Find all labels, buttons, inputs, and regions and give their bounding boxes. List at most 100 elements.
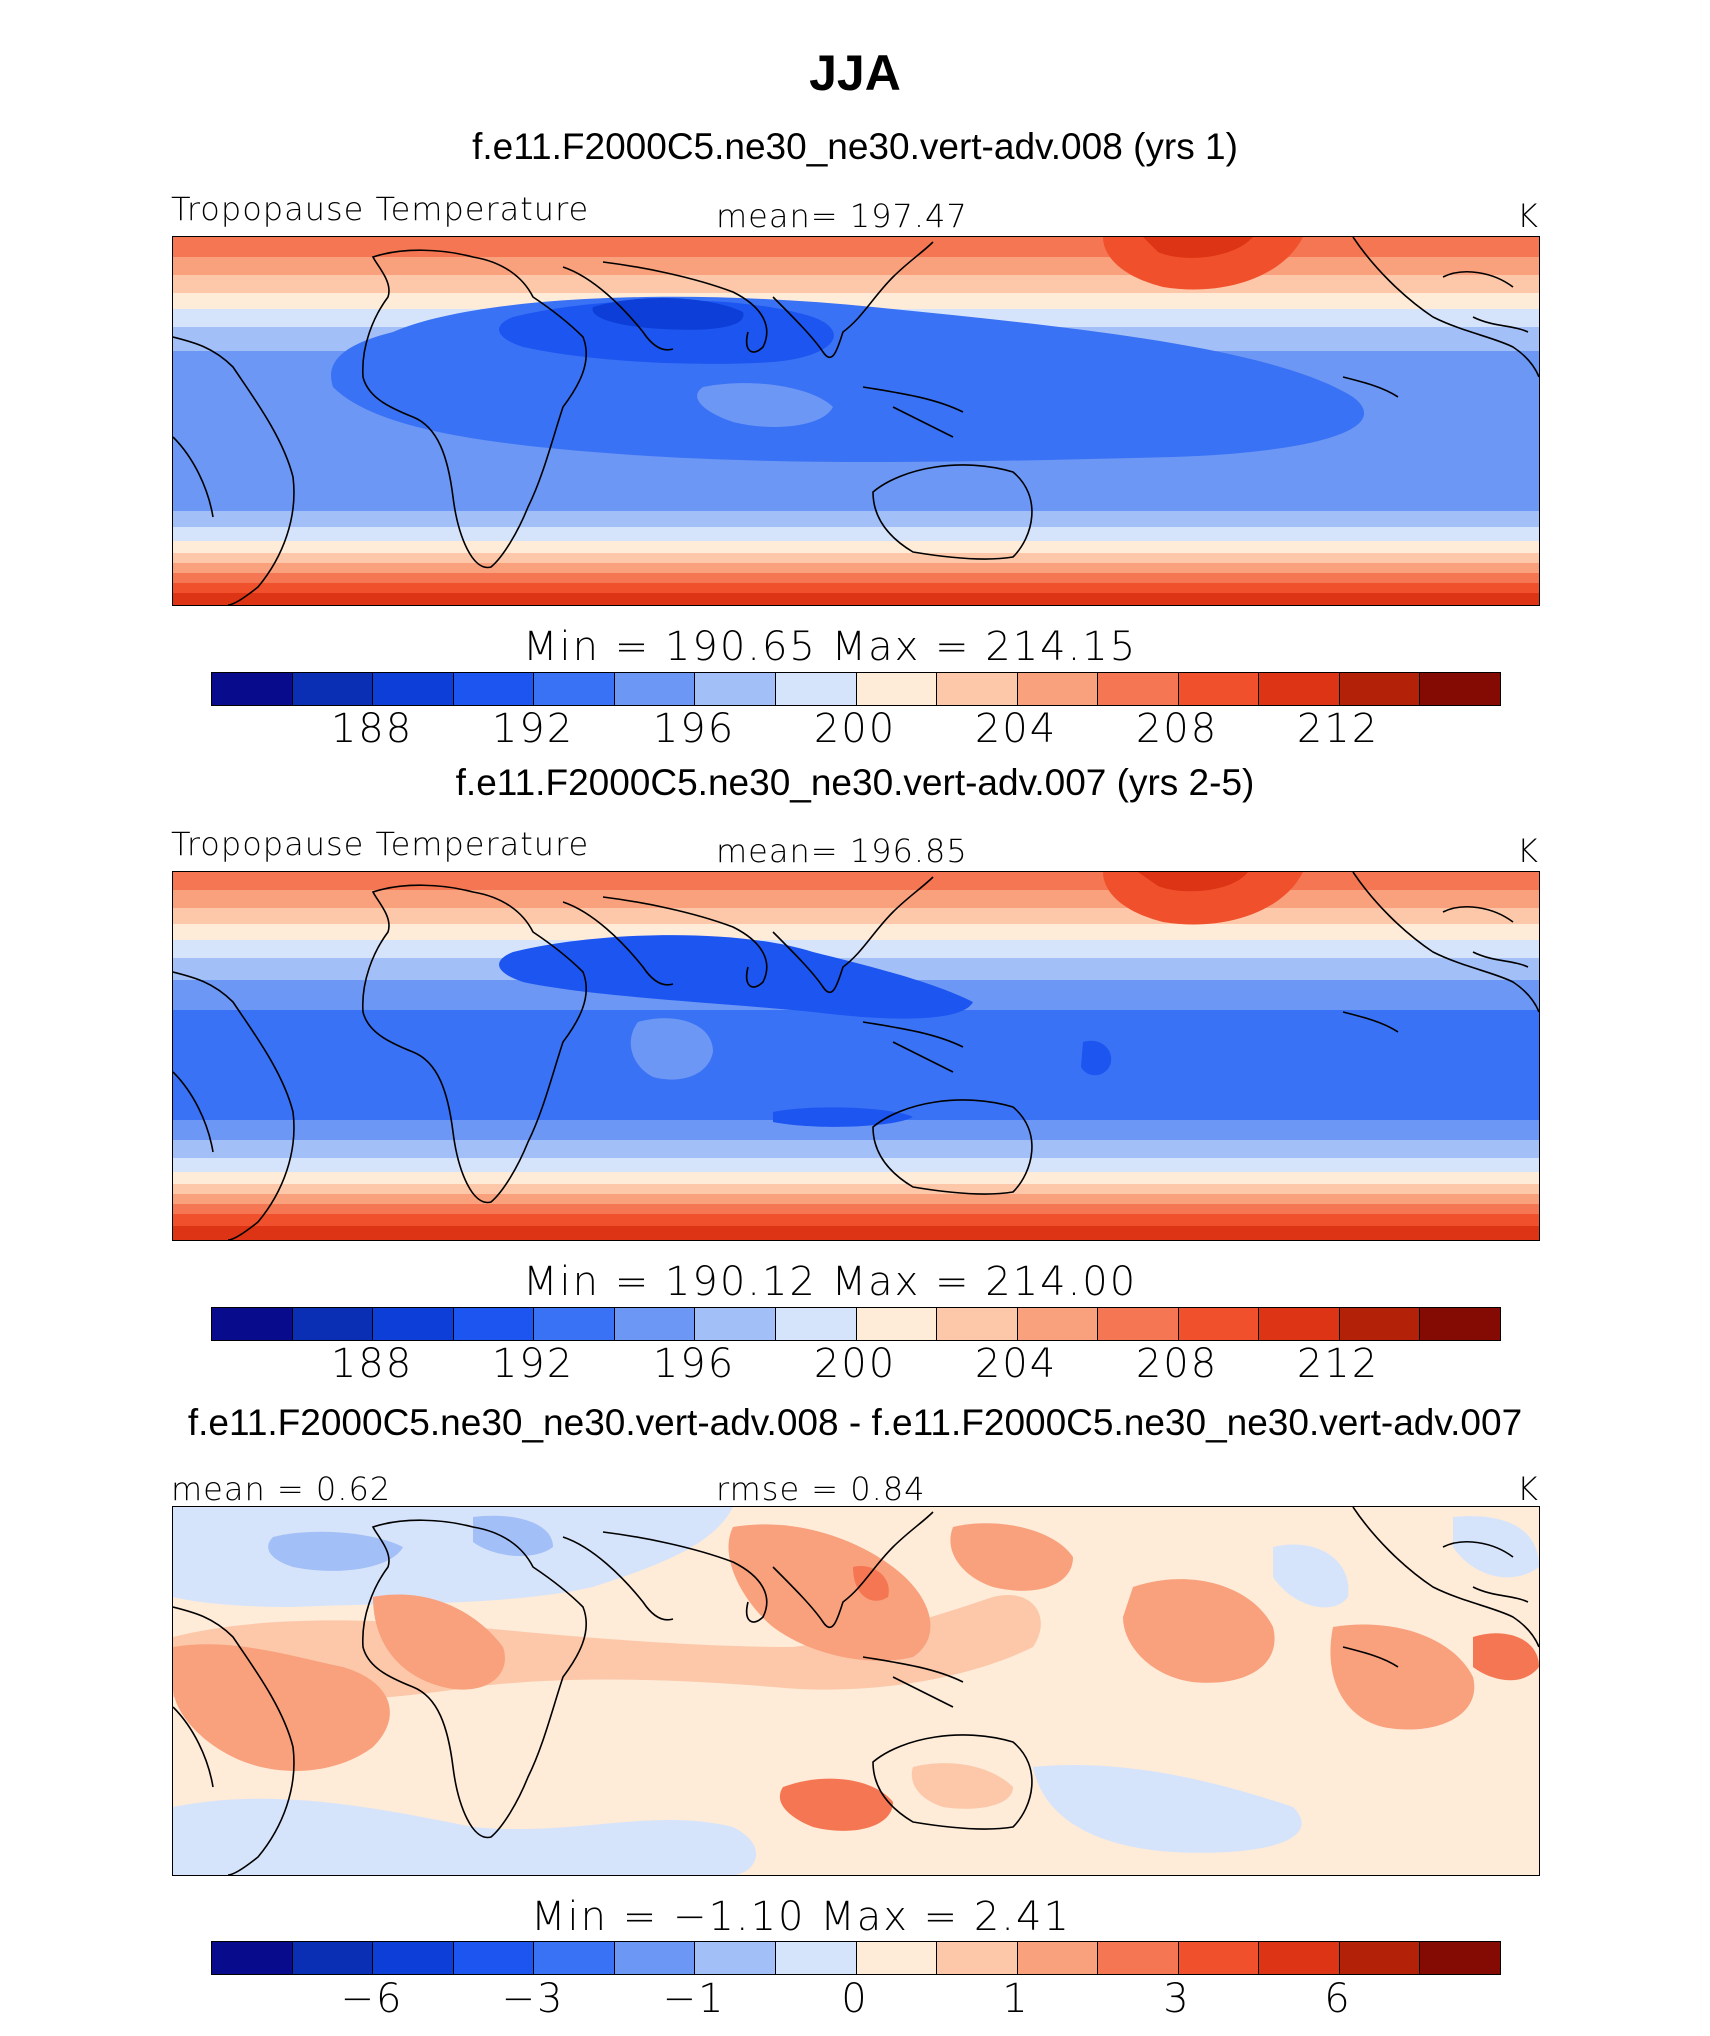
panel3-colorbar-tick: −1: [662, 1976, 726, 2022]
colorbar-swatch: [1339, 1308, 1421, 1340]
colorbar-swatch: [373, 673, 454, 705]
panel3-positive-region: [1473, 1633, 1539, 1681]
colorbar-swatch: [453, 1942, 535, 1974]
panel2-warm-region: [1103, 872, 1303, 925]
panel2-warm-region: [1138, 872, 1248, 892]
colorbar-swatch: [212, 1308, 293, 1340]
panel3-negative-region: [473, 1515, 553, 1557]
colorbar-swatch: [856, 1942, 938, 1974]
panel2-colorbar-tick: 212: [1296, 1341, 1380, 1387]
colorbar-swatch: [292, 1308, 374, 1340]
panel1-map: [172, 236, 1540, 606]
panel2-units-label: K: [1517, 832, 1539, 870]
panel3-colorbar-tick: 3: [1163, 1976, 1191, 2022]
panel3-positive-region: [1123, 1579, 1275, 1683]
panel2-band: [173, 872, 1539, 890]
panel3-map: [172, 1506, 1540, 1876]
colorbar-swatch: [534, 1308, 615, 1340]
panel2-cold-region: [1081, 1040, 1112, 1076]
panel2-band: [173, 1204, 1539, 1214]
colorbar-swatch: [937, 1308, 1018, 1340]
panel2-colorbar-tick: 196: [652, 1341, 736, 1387]
panel2-band: [173, 924, 1539, 940]
colorbar-swatch: [1339, 1942, 1421, 1974]
panel1-colorbar-tick: 192: [491, 706, 575, 752]
panel1-band: [173, 511, 1539, 527]
panel1-warm-region: [1143, 237, 1253, 258]
panel1-variable-label: Tropopause Temperature: [171, 190, 590, 228]
panel1-band: [173, 527, 1539, 541]
colorbar-swatch: [1017, 1308, 1099, 1340]
panel2-map: [172, 871, 1540, 1241]
panel3-positive-region: [173, 1644, 390, 1771]
panel2-cold-region: [630, 1018, 713, 1080]
panel2-band: [173, 1120, 1539, 1140]
colorbar-swatch: [775, 1308, 857, 1340]
colorbar-swatch: [1259, 673, 1340, 705]
colorbar-swatch: [373, 1308, 454, 1340]
colorbar-swatch: [1420, 673, 1500, 705]
colorbar-swatch: [937, 1942, 1018, 1974]
panel3-positive-region: [950, 1523, 1073, 1591]
panel1-colorbar-tick: 212: [1296, 706, 1380, 752]
colorbar-swatch: [212, 1942, 293, 1974]
colorbar-swatch: [614, 1308, 696, 1340]
panel2-variable-label: Tropopause Temperature: [171, 825, 590, 863]
panel2-colorbar-tick: 204: [974, 1341, 1058, 1387]
panel1-cold-region: [697, 383, 833, 427]
colorbar-swatch: [775, 673, 857, 705]
panel1-band: [173, 583, 1539, 593]
panel1-coastlines: [173, 237, 1539, 605]
colorbar-swatch: [856, 673, 938, 705]
colorbar-swatch: [292, 673, 374, 705]
panel2-band: [173, 1214, 1539, 1226]
colorbar-swatch: [614, 1942, 696, 1974]
panel3-mean-label: mean = 0.62: [171, 1470, 392, 1508]
panel1-colorbar-tick: 208: [1135, 706, 1219, 752]
panel3-units-label: K: [1517, 1470, 1539, 1508]
colorbar-swatch: [856, 1308, 938, 1340]
panel3-negative-region: [268, 1531, 403, 1571]
panel2-band: [173, 1010, 1539, 1120]
panel1-units-label: K: [1517, 197, 1539, 235]
panel1-mean-label: mean= 197.47: [716, 197, 968, 235]
panel2-cold-region: [499, 935, 973, 1019]
colorbar-swatch: [1259, 1308, 1340, 1340]
colorbar-swatch: [534, 1942, 615, 1974]
colorbar-swatch: [453, 1308, 535, 1340]
panel3-colorbar-tick: −6: [340, 1976, 404, 2022]
figure-title: JJA: [809, 45, 901, 101]
panel3-minmax: Min = −1.10 Max = 2.41: [531, 1894, 1071, 1940]
panel3-colorbar-tick: 6: [1324, 1976, 1352, 2022]
panel2-colorbar-tick: 200: [813, 1341, 897, 1387]
panel2-band: [173, 1184, 1539, 1194]
panel1-cold-region: [499, 300, 834, 364]
colorbar-swatch: [614, 673, 696, 705]
panel3-colorbar: [211, 1941, 1501, 1975]
panel3-coastlines: [173, 1507, 1539, 1875]
panel3-negative-region: [173, 1798, 757, 1875]
panel2-band: [173, 1226, 1539, 1240]
panel3-positive-region: [911, 1763, 1013, 1809]
panel3-positive-region: [853, 1566, 889, 1601]
panel2-coastlines: [173, 872, 1539, 1240]
panel1-band: [173, 275, 1539, 293]
panel2-band: [173, 908, 1539, 924]
colorbar-swatch: [453, 673, 535, 705]
panel3-colorbar-tick: 1: [1002, 1976, 1030, 2022]
panel2-colorbar-tick: 208: [1135, 1341, 1219, 1387]
panel1-case-title: f.e11.F2000C5.ne30_ne30.vert-adv.008 (yr…: [472, 126, 1238, 167]
colorbar-swatch: [1339, 673, 1421, 705]
panel1-minmax: Min = 190.65 Max = 214.15: [523, 624, 1138, 670]
panel3-positive-region: [373, 1594, 505, 1690]
panel1-cold-region: [592, 297, 744, 330]
panel3-positive-region: [728, 1524, 931, 1661]
panel1-band: [173, 573, 1539, 583]
colorbar-swatch: [212, 673, 293, 705]
panel2-band: [173, 1172, 1539, 1184]
colorbar-swatch: [1420, 1942, 1500, 1974]
colorbar-swatch: [1178, 1308, 1260, 1340]
panel3-colorbar-tick: −3: [501, 1976, 565, 2022]
colorbar-swatch: [937, 673, 1018, 705]
panel2-minmax: Min = 190.12 Max = 214.00: [523, 1259, 1138, 1305]
